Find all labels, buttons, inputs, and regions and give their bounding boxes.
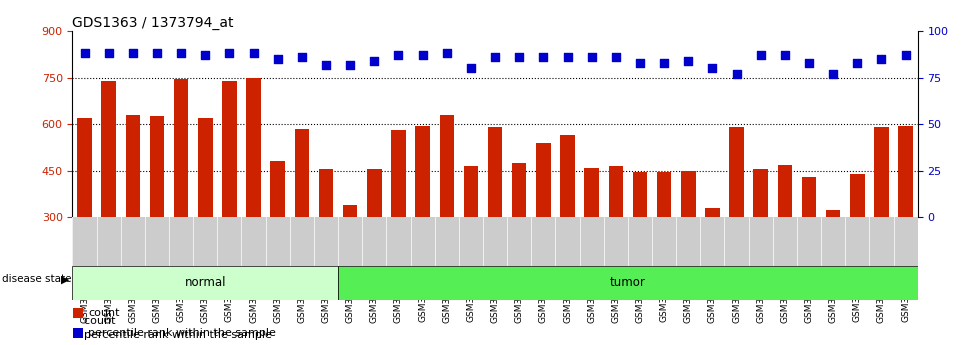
Point [512,55,527,60]
Bar [898,126,913,217]
Bar [488,127,502,217]
Point [609,55,624,60]
Bar [705,208,720,217]
Point [440,51,455,56]
Point [415,52,431,58]
Point [656,60,671,66]
Bar [729,127,744,217]
Point [150,51,165,56]
Text: disease state: disease state [2,275,71,284]
Text: tumor: tumor [610,276,646,289]
Point [728,71,744,77]
Text: percentile rank within the sample: percentile rank within the sample [88,328,275,338]
Bar [609,166,623,217]
Point [464,66,479,71]
Point [77,51,93,56]
Bar [802,177,816,217]
Point [319,62,334,67]
Point [802,60,817,66]
Point [535,55,551,60]
Bar [681,171,696,217]
Bar [198,118,213,217]
Point [488,55,503,60]
Bar [778,165,792,217]
Point [873,56,889,62]
Bar [826,209,840,217]
Point [850,60,866,66]
Bar [391,130,406,217]
Bar [343,205,357,217]
Text: count: count [88,308,120,318]
Point [270,56,286,62]
Point [174,51,189,56]
Bar [874,127,889,217]
Point [753,52,769,58]
Point [632,60,647,66]
Bar [174,79,188,217]
Point [222,51,238,56]
Point [898,52,914,58]
Bar [584,168,599,217]
Bar [415,126,430,217]
Text: ▶: ▶ [62,275,70,284]
Point [825,71,840,77]
Point [705,66,721,71]
Bar [440,115,454,217]
Bar [246,78,261,217]
Point [777,52,792,58]
Bar [367,169,382,217]
Bar [150,116,164,217]
Point [390,52,407,58]
Point [583,55,599,60]
Point [680,58,696,63]
Bar [657,172,671,217]
Bar [560,135,575,217]
Bar [338,266,918,300]
Bar [319,169,333,217]
Bar [73,328,83,338]
Bar [126,115,140,217]
Bar [270,161,285,217]
Bar [72,266,338,300]
Bar [850,174,865,217]
Bar [73,308,83,318]
Point [560,55,576,60]
Bar [77,118,92,217]
Bar [464,166,478,217]
Bar [512,163,526,217]
Point [198,52,213,58]
Point [245,51,261,56]
Bar [633,172,647,217]
Text: percentile rank within the sample: percentile rank within the sample [77,330,272,339]
Point [126,51,141,56]
Text: normal: normal [185,276,226,289]
Text: count: count [77,316,116,326]
Point [294,55,309,60]
Bar [295,129,309,217]
Point [101,51,117,56]
Bar [536,143,551,217]
Bar [222,81,237,217]
Point [343,62,358,67]
Bar [101,81,116,217]
Point [367,58,383,63]
Bar [753,169,768,217]
Text: GDS1363 / 1373794_at: GDS1363 / 1373794_at [72,16,234,30]
